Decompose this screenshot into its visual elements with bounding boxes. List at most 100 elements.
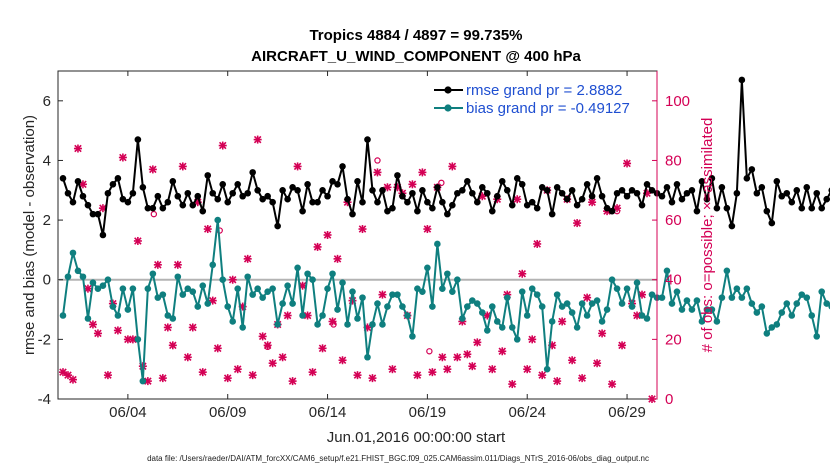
rmse-point [688, 186, 696, 194]
obs-assimilated-marker [623, 159, 632, 168]
bias-point [234, 285, 241, 292]
rmse-point [558, 189, 566, 197]
obs-assimilated-marker [408, 180, 417, 189]
bias-point [633, 279, 641, 287]
obs-assimilated-marker [588, 198, 597, 207]
obs-assimilated-marker [203, 225, 212, 234]
bias-point [194, 303, 202, 310]
bias-point [459, 315, 466, 322]
bias-point [528, 285, 536, 292]
obs-assimilated-marker [68, 375, 77, 384]
bias-point [369, 321, 376, 328]
bias-point [364, 353, 371, 361]
obs-assimilated-marker [163, 323, 172, 332]
rmse-point [399, 192, 406, 200]
rmse-point [658, 192, 666, 200]
bias-point [64, 273, 72, 281]
obs-assimilated-marker [248, 371, 257, 380]
rmse-point [99, 231, 107, 239]
obs-assimilated-marker [183, 353, 192, 362]
obs-assimilated-marker [313, 242, 322, 251]
rmse-point [723, 204, 731, 212]
bias-point [259, 294, 266, 301]
obs-assimilated-marker [253, 135, 262, 144]
bias-point [643, 315, 651, 322]
rmse-point [359, 198, 366, 206]
bias-point [518, 288, 526, 295]
bias-point [419, 288, 426, 295]
bias-point [478, 309, 486, 316]
rmse-point [194, 192, 202, 200]
y-left-tick-label: -2 [38, 331, 51, 348]
bias-point [773, 321, 781, 328]
bias-point [84, 315, 92, 322]
bias-point [124, 306, 132, 313]
rmse-point [588, 192, 596, 200]
bias-point [169, 315, 177, 322]
rmse-point [114, 175, 122, 182]
bias-point [588, 300, 596, 307]
bias-point [399, 303, 406, 310]
rmse-point [234, 181, 241, 188]
bias-point [623, 285, 631, 292]
y-axis-left-label: rmse and bias (model - observation) [21, 115, 38, 355]
obs-assimilated-marker [538, 371, 547, 380]
obs-possible-marker [426, 348, 433, 355]
bias-point [254, 285, 261, 292]
rmse-point [394, 172, 401, 179]
bias-point [788, 312, 796, 319]
rmse-point [129, 189, 137, 197]
rmse-point [109, 181, 117, 188]
obs-assimilated-marker [418, 168, 427, 177]
bias-point [304, 270, 311, 278]
rmse-point [349, 210, 356, 218]
bias-point [449, 288, 456, 295]
rmse-point [763, 207, 771, 215]
obs-assimilated-marker [553, 377, 562, 386]
y-right-tick-label: 20 [665, 331, 682, 348]
plot-frame [57, 70, 658, 400]
obs-assimilated-marker [528, 335, 537, 344]
rmse-point [803, 183, 811, 191]
rmse-point [758, 183, 766, 191]
rmse-point [483, 189, 491, 197]
x-tick-label: 06/14 [309, 404, 347, 421]
rmse-point [199, 207, 207, 215]
obs-assimilated-marker [598, 329, 607, 338]
rmse-point [254, 186, 261, 194]
bias-point [344, 321, 351, 328]
y-right-tick-label: 60 [665, 212, 682, 229]
obs-assimilated-marker [158, 374, 167, 383]
x-tick-label: 06/09 [209, 404, 247, 421]
y-axis-right-label: # of obs: o=possible; ×=assimilated [699, 118, 716, 353]
obs-assimilated-marker [468, 362, 477, 371]
bias-point [503, 294, 511, 301]
obs-possible-marker [438, 179, 445, 187]
rmse-point [149, 204, 157, 212]
rmse-point [444, 210, 451, 218]
bias-point [488, 303, 496, 310]
rmse-point [613, 189, 621, 197]
rmse-point [119, 195, 127, 203]
bias-point [409, 333, 416, 340]
bias-point [379, 321, 386, 328]
obs-assimilated-marker [383, 183, 392, 192]
rmse-point [808, 204, 816, 212]
rmse-point [439, 198, 446, 206]
rmse-point [478, 183, 486, 191]
bias-point [339, 279, 346, 287]
bias-point [818, 288, 826, 295]
obs-assimilated-marker [413, 371, 422, 380]
rmse-point [424, 198, 431, 206]
obs-assimilated-marker [323, 231, 332, 239]
bias-point [239, 324, 246, 331]
bias-point [523, 312, 531, 319]
bias-point [319, 312, 326, 319]
obs-assimilated-marker [513, 195, 522, 204]
rmse-point [459, 186, 466, 194]
rmse-point [279, 186, 286, 194]
bias-point [733, 285, 741, 292]
x-tick-label: 06/24 [508, 404, 546, 421]
rmse-point [364, 136, 371, 143]
rmse-point [513, 175, 521, 182]
